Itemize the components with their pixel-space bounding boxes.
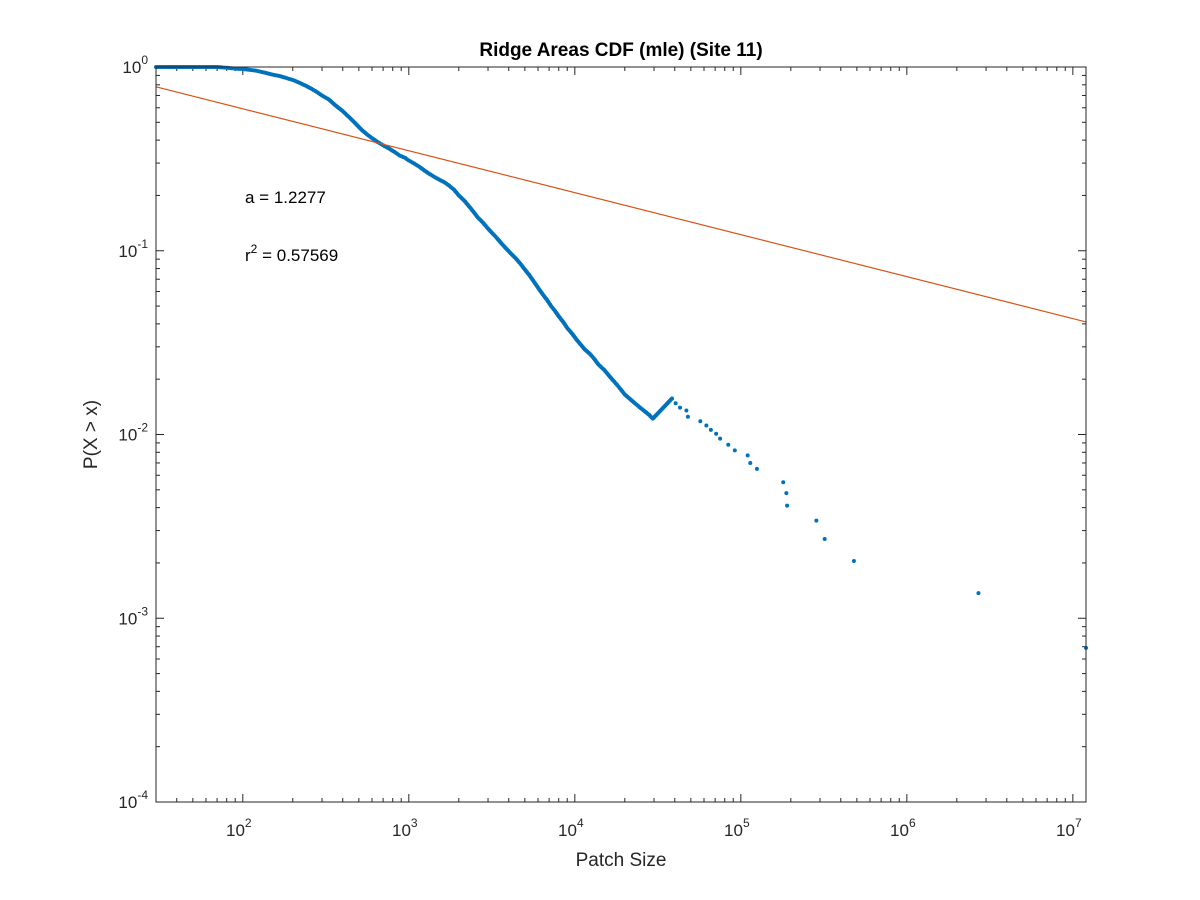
y-tick-base: 10 xyxy=(118,426,137,445)
data-point xyxy=(708,427,713,432)
x-axis-label: Patch Size xyxy=(576,850,667,871)
y-tick-exponent: -3 xyxy=(137,604,148,618)
data-point xyxy=(698,419,703,424)
data-point xyxy=(685,414,690,419)
x-tick-exponent: 6 xyxy=(909,816,916,830)
x-tick-label: 103 xyxy=(392,816,418,840)
data-point xyxy=(684,408,689,413)
r-squared-exponent: 2 xyxy=(251,242,258,256)
y-tick-label: 10-2 xyxy=(118,421,148,445)
data-point xyxy=(673,401,678,406)
x-tick-exponent: 7 xyxy=(1075,816,1082,830)
y-tick-exponent: 0 xyxy=(141,53,148,67)
power-law-fit-line xyxy=(155,86,1087,323)
x-tick-base: 10 xyxy=(226,821,245,840)
x-tick-base: 10 xyxy=(724,821,743,840)
data-point xyxy=(714,431,719,436)
data-point xyxy=(704,423,709,428)
x-tick-label: 105 xyxy=(724,816,750,840)
y-tick-label: 10-4 xyxy=(118,788,148,812)
y-tick-base: 10 xyxy=(122,58,141,77)
data-point xyxy=(754,466,759,471)
y-tick-exponent: -2 xyxy=(137,421,148,435)
data-point xyxy=(814,518,819,523)
data-point xyxy=(851,558,856,563)
data-point xyxy=(670,396,675,401)
x-tick-label: 102 xyxy=(226,816,252,840)
data-point xyxy=(976,591,981,596)
exponent-annotation: a = 1.2277 xyxy=(245,188,326,207)
x-tick-base: 10 xyxy=(1056,821,1075,840)
data-point xyxy=(718,436,723,441)
data-point xyxy=(822,536,827,541)
x-tick-exponent: 4 xyxy=(577,816,584,830)
data-point xyxy=(785,503,790,508)
x-tick-label: 104 xyxy=(558,816,584,840)
y-tick-label: 10-1 xyxy=(118,237,148,261)
r-squared-annotation: r2 = 0.57569 xyxy=(245,242,338,265)
x-tick-base: 10 xyxy=(890,821,909,840)
x-tick-label: 106 xyxy=(890,816,916,840)
data-point xyxy=(745,453,750,458)
data-point xyxy=(732,448,737,453)
data-point xyxy=(784,491,789,496)
y-axis-label: P(X > x) xyxy=(81,400,102,469)
data-point xyxy=(726,442,731,447)
y-tick-label: 100 xyxy=(122,53,148,77)
y-tick-exponent: -1 xyxy=(137,237,148,251)
data-point xyxy=(781,480,786,485)
x-tick-label: 107 xyxy=(1056,816,1082,840)
plot-area-frame xyxy=(155,66,1087,803)
x-tick-exponent: 5 xyxy=(743,816,750,830)
r-squared-base: r xyxy=(245,246,251,265)
y-tick-base: 10 xyxy=(118,242,137,261)
x-tick-labels: 102 103 104 105 106 107 xyxy=(226,816,1082,840)
chart-title: Ridge Areas CDF (mle) (Site 11) xyxy=(479,40,762,61)
data-point xyxy=(748,460,753,465)
y-tick-exponent: -4 xyxy=(137,788,148,802)
series-layer xyxy=(154,65,1088,650)
y-tick-base: 10 xyxy=(118,793,137,812)
x-tick-exponent: 2 xyxy=(245,816,252,830)
x-tick-exponent: 3 xyxy=(411,816,418,830)
r-squared-value: = 0.57569 xyxy=(257,246,338,265)
data-point xyxy=(677,405,682,410)
plot-area-background xyxy=(156,67,1086,802)
x-tick-base: 10 xyxy=(558,821,577,840)
y-tick-base: 10 xyxy=(118,609,137,628)
x-tick-base: 10 xyxy=(392,821,411,840)
y-tick-label: 10-3 xyxy=(118,604,148,628)
